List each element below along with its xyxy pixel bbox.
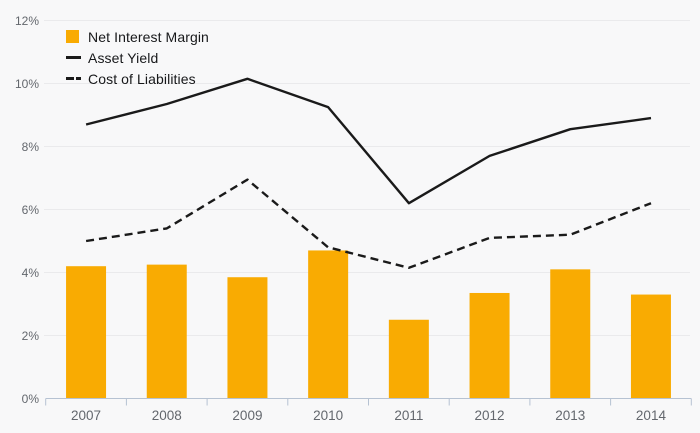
x-axis-label: 2010	[313, 408, 343, 423]
bar-swatch-icon	[66, 30, 82, 43]
x-axis-label: 2012	[475, 408, 505, 423]
y-axis-label: 0%	[22, 392, 40, 406]
x-axis-label: 2011	[394, 408, 423, 423]
legend-label-net-interest-margin: Net Interest Margin	[88, 28, 209, 45]
asset-yield-line	[85, 77, 652, 205]
y-axis-label: 6%	[22, 203, 40, 217]
bar-2010	[308, 250, 349, 399]
dashed-line-icon	[66, 77, 82, 80]
solid-line-icon	[66, 56, 82, 59]
chart-legend: Net Interest Margin Asset Yield Cost of …	[66, 26, 209, 89]
y-axis-label: 4%	[22, 266, 40, 280]
bar-2007	[66, 266, 107, 399]
y-axis-label: 8%	[22, 140, 40, 154]
x-axis-label: 2007	[71, 408, 101, 423]
x-axis-label: 2009	[232, 408, 262, 423]
y-axis-label: 2%	[22, 329, 40, 343]
bar-2014	[630, 294, 671, 399]
x-axis-label: 2013	[555, 408, 585, 423]
legend-label-cost-of-liabilities: Cost of Liabilities	[88, 70, 196, 87]
bar-2012	[469, 292, 510, 399]
cost-of-liabilities-line	[85, 178, 652, 269]
y-axis-label: 10%	[15, 77, 39, 91]
bar-2013	[550, 269, 591, 399]
bar-2011	[388, 319, 429, 399]
legend-item-asset-yield: Asset Yield	[66, 47, 209, 68]
x-axis-label: 2014	[636, 408, 667, 423]
y-axis-label: 12%	[15, 14, 39, 28]
x-axis-label: 2008	[152, 408, 182, 423]
legend-item-cost-of-liabilities: Cost of Liabilities	[66, 68, 209, 89]
bar-2008	[146, 264, 187, 399]
legend-item-net-interest-margin: Net Interest Margin	[66, 26, 209, 47]
legend-label-asset-yield: Asset Yield	[88, 49, 159, 66]
bar-2009	[227, 277, 268, 399]
